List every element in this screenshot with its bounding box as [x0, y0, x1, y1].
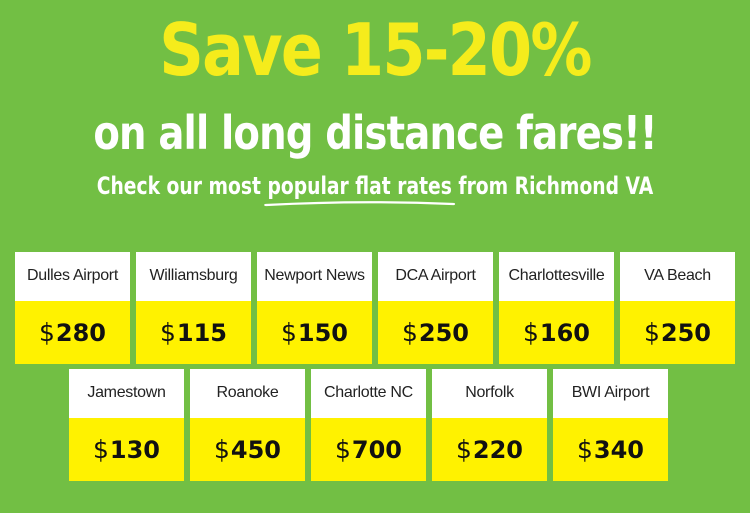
currency-symbol: $: [522, 318, 539, 347]
fare-destination: Charlottesville: [499, 252, 614, 301]
fare-card-roanoke: Roanoke $450: [190, 369, 305, 481]
underline-swoosh-icon: [264, 201, 456, 207]
fare-destination: BWI Airport: [553, 369, 668, 418]
fare-destination: Williamsburg: [136, 252, 251, 301]
currency-symbol: $: [576, 435, 593, 464]
fare-amount: 150: [297, 318, 348, 347]
fare-price: $250: [378, 301, 493, 364]
fare-card-bwi-airport: BWI Airport $340: [553, 369, 668, 481]
fare-card-newport-news: Newport News $150: [257, 252, 372, 364]
fare-price: $450: [190, 418, 305, 481]
fare-amount: 280: [55, 318, 106, 347]
currency-symbol: $: [455, 435, 472, 464]
fare-card-charlottesville: Charlottesville $160: [499, 252, 614, 364]
fare-card-charlotte-nc: Charlotte NC $700: [311, 369, 426, 481]
tagline-after: from Richmond VA: [451, 172, 654, 200]
fare-price: $130: [69, 418, 184, 481]
fare-amount: 130: [109, 435, 160, 464]
currency-symbol: $: [213, 435, 230, 464]
fare-card-va-beach: VA Beach $250: [620, 252, 735, 364]
tagline-before: Check our most: [96, 172, 268, 200]
fare-amount: 250: [418, 318, 469, 347]
fare-amount: 340: [593, 435, 644, 464]
fare-price: $280: [15, 301, 130, 364]
fare-destination: VA Beach: [620, 252, 735, 301]
currency-symbol: $: [38, 318, 55, 347]
fare-price: $250: [620, 301, 735, 364]
fare-destination: Charlotte NC: [311, 369, 426, 418]
fare-destination: Jamestown: [69, 369, 184, 418]
fare-price: $700: [311, 418, 426, 481]
fare-price: $340: [553, 418, 668, 481]
currency-symbol: $: [92, 435, 109, 464]
fare-card-williamsburg: Williamsburg $115: [136, 252, 251, 364]
fare-amount: 450: [230, 435, 281, 464]
currency-symbol: $: [334, 435, 351, 464]
tagline-highlight: popular flat rates: [264, 172, 456, 207]
fare-price: $220: [432, 418, 547, 481]
fare-amount: 160: [539, 318, 590, 347]
fare-amount: 250: [660, 318, 711, 347]
currency-symbol: $: [643, 318, 660, 347]
fare-amount: 220: [472, 435, 523, 464]
headline: Save 15-20%: [159, 8, 592, 92]
fare-card-jamestown: Jamestown $130: [69, 369, 184, 481]
fare-destination: Newport News: [257, 252, 372, 301]
fare-price: $115: [136, 301, 251, 364]
fare-amount: 700: [351, 435, 402, 464]
currency-symbol: $: [159, 318, 176, 347]
fare-destination: Norfolk: [432, 369, 547, 418]
fare-card-dulles-airport: Dulles Airport $280: [15, 252, 130, 364]
fare-destination: DCA Airport: [378, 252, 493, 301]
tagline-highlight-text: popular flat rates: [267, 172, 452, 200]
fare-card-norfolk: Norfolk $220: [432, 369, 547, 481]
currency-symbol: $: [401, 318, 418, 347]
currency-symbol: $: [280, 318, 297, 347]
fare-destination: Roanoke: [190, 369, 305, 418]
fare-destination: Dulles Airport: [15, 252, 130, 301]
fare-card-dca-airport: DCA Airport $250: [378, 252, 493, 364]
fare-price: $150: [257, 301, 372, 364]
fare-amount: 115: [176, 318, 227, 347]
tagline: Check our most popular flat rates from R…: [83, 171, 668, 207]
fare-price: $160: [499, 301, 614, 364]
subheadline: on all long distance fares!!: [93, 106, 657, 160]
